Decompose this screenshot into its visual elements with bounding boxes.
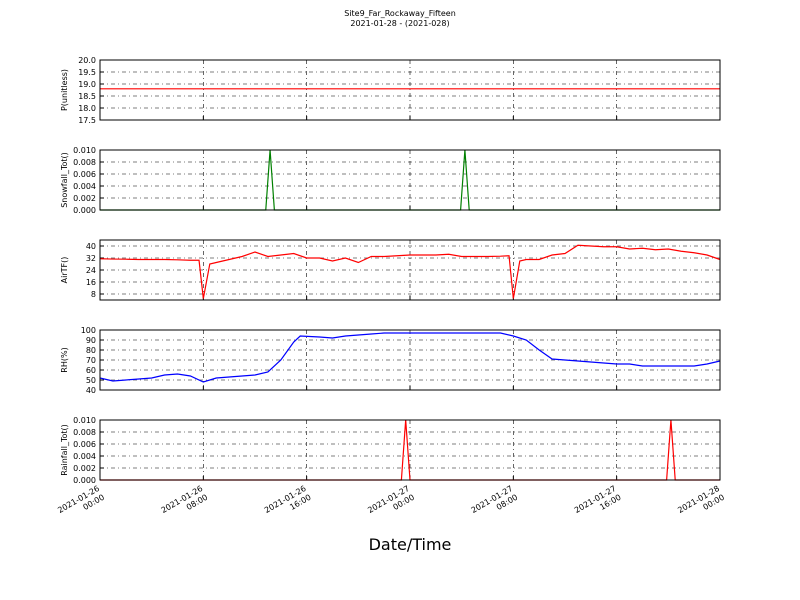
y-axis-label: Snowfall_Tot() [60,152,69,208]
plot-frame [99,239,721,301]
y-tick-label: 100 [81,326,96,335]
y-axis-label: Rainfall_Tot() [60,424,69,476]
y-tick-label: 0.000 [73,476,96,485]
y-tick-label: 19.0 [78,80,96,89]
plot-frame [99,329,721,391]
y-axis-label: AirTF() [60,257,69,284]
y-tick-label: 0.010 [73,146,96,155]
chart-title: Site9_Far_Rockaway_Fifteen [344,9,456,18]
y-tick-label: 17.5 [78,116,96,125]
y-tick-label: 60 [86,366,96,375]
y-tick-label: 90 [86,336,96,345]
y-tick-label: 40 [86,386,96,395]
y-tick-label: 0.004 [73,182,96,191]
y-axis-label: RH(%) [60,347,69,372]
x-axis-label: Date/Time [369,535,452,554]
y-tick-label: 50 [86,376,96,385]
y-tick-label: 70 [86,356,96,365]
y-tick-label: 24 [86,266,96,275]
y-tick-label: 0.000 [73,206,96,215]
y-tick-label: 0.004 [73,452,96,461]
y-axis-label: P(unitless) [60,69,69,111]
y-tick-label: 20.0 [78,56,96,65]
data-line [99,332,721,383]
plot-frame [99,419,721,481]
y-tick-label: 0.002 [73,464,96,473]
y-tick-label: 0.010 [73,416,96,425]
plot-frame [99,59,721,121]
data-line [99,244,721,299]
y-tick-label: 80 [86,346,96,355]
chart-subtitle: 2021-01-28 - (2021-028) [350,19,449,28]
y-tick-label: 16 [86,278,96,287]
y-tick-label: 18.5 [78,92,96,101]
y-tick-label: 0.008 [73,158,96,167]
y-tick-label: 32 [86,254,96,263]
y-tick-label: 8 [91,290,96,299]
y-tick-label: 0.008 [73,428,96,437]
y-tick-label: 19.5 [78,68,96,77]
y-tick-label: 0.006 [73,170,96,179]
y-tick-label: 0.006 [73,440,96,449]
y-tick-label: 40 [86,242,96,251]
y-tick-label: 0.002 [73,194,96,203]
plot-frame [99,149,721,211]
y-tick-label: 18.0 [78,104,96,113]
